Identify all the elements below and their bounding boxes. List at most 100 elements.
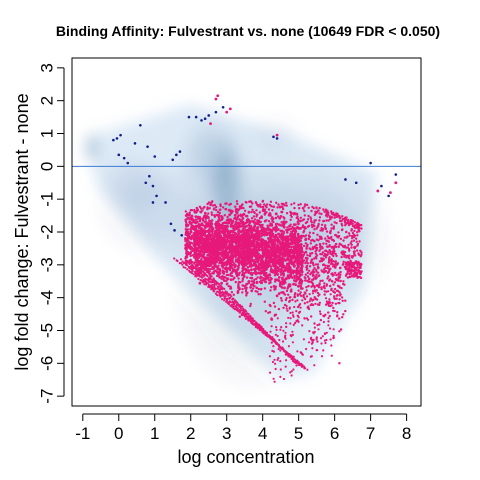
significant-point	[273, 235, 276, 239]
significant-point	[286, 309, 289, 312]
significant-point	[287, 285, 290, 289]
significant-point	[209, 224, 213, 228]
significant-point	[189, 216, 192, 219]
significant-point	[184, 247, 187, 250]
significant-point	[296, 293, 299, 296]
significant-point	[284, 334, 287, 337]
significant-point	[236, 221, 240, 225]
significant-point	[328, 314, 331, 318]
significant-point	[357, 252, 360, 255]
significant-point	[274, 362, 277, 365]
significant-point	[333, 281, 337, 284]
significant-point	[268, 311, 272, 314]
significant-point	[199, 207, 203, 210]
significant-point	[210, 275, 213, 278]
significant-point	[220, 275, 224, 278]
significant-point	[330, 210, 333, 213]
significant-point	[297, 289, 300, 292]
significant-point	[297, 235, 301, 239]
significant-point	[353, 271, 357, 274]
significant-point	[360, 227, 363, 230]
significant-point	[201, 260, 205, 264]
significant-point	[238, 271, 241, 274]
significant-point	[274, 227, 278, 231]
significant-point	[274, 333, 277, 336]
significant-point	[223, 279, 226, 282]
significant-point	[263, 203, 266, 206]
significant-point	[279, 328, 282, 331]
significant-point	[194, 215, 198, 219]
significant-point	[229, 209, 233, 213]
significant-point	[261, 205, 265, 209]
significant-point	[330, 280, 334, 283]
significant-point	[341, 217, 345, 221]
significant-point	[272, 301, 276, 305]
significant-point	[332, 283, 335, 286]
significant-point	[356, 242, 360, 246]
significant-point	[251, 208, 254, 211]
significant-point	[204, 264, 208, 268]
significant-point	[256, 203, 259, 207]
significant-point	[277, 347, 280, 351]
significant-point	[334, 252, 337, 256]
significant-point	[312, 239, 315, 242]
significant-point	[205, 281, 208, 284]
significant-point	[235, 272, 238, 275]
significant-point	[237, 224, 241, 228]
significant-point	[249, 304, 252, 308]
significant-point	[261, 251, 265, 254]
significant-point	[207, 280, 211, 283]
significant-point	[326, 253, 329, 256]
significant-point	[344, 309, 347, 313]
significant-point	[197, 246, 200, 249]
significant-point	[204, 277, 207, 280]
significant-point	[353, 224, 357, 227]
significant-point	[274, 280, 277, 283]
significant-point	[312, 264, 315, 267]
significant-point	[330, 245, 334, 249]
significant-point	[189, 230, 192, 233]
significant-point	[231, 230, 235, 234]
significant-point	[280, 244, 284, 248]
significant-point	[291, 235, 294, 239]
significant-point	[213, 234, 217, 238]
significant-point	[291, 330, 294, 333]
significant-point	[313, 322, 316, 325]
significant-point	[230, 254, 234, 257]
significant-point	[257, 232, 261, 236]
significant-point	[257, 287, 261, 291]
significant-point	[199, 254, 202, 258]
significant-point	[221, 255, 225, 258]
nonsignificant-point	[207, 114, 211, 117]
significant-point	[309, 216, 312, 219]
significant-point	[311, 292, 315, 295]
significant-point	[300, 248, 303, 252]
significant-point	[337, 231, 340, 234]
significant-point	[250, 200, 253, 204]
significant-outlier-point	[394, 181, 398, 185]
significant-point	[245, 214, 249, 218]
significant-point	[206, 238, 210, 242]
significant-point	[308, 330, 311, 333]
significant-point	[221, 290, 224, 294]
significant-point	[297, 316, 300, 319]
significant-point	[296, 215, 299, 218]
nonsignificant-point	[200, 119, 203, 122]
significant-point	[262, 208, 265, 211]
significant-point	[295, 269, 298, 273]
significant-point	[221, 293, 224, 297]
significant-point	[323, 210, 326, 213]
significant-point	[279, 349, 282, 352]
significant-point	[225, 263, 229, 267]
significant-point	[315, 276, 318, 279]
significant-point	[263, 264, 267, 268]
significant-point	[339, 273, 342, 276]
significant-point	[215, 256, 219, 260]
significant-point	[348, 275, 352, 279]
significant-point	[271, 217, 275, 221]
significant-point	[341, 316, 344, 319]
significant-point	[326, 209, 329, 212]
significant-point	[180, 262, 183, 265]
significant-point	[315, 254, 319, 257]
significant-point	[188, 211, 191, 214]
